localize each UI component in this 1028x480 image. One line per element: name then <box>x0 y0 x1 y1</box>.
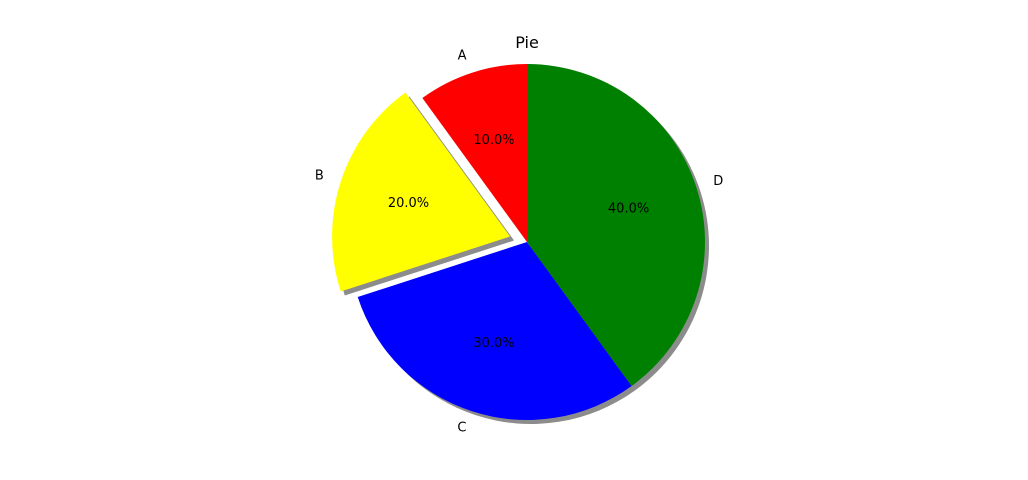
percent-label-a: 10.0% <box>473 133 514 148</box>
pie-slice-a <box>422 64 527 242</box>
category-label-b: B <box>315 168 324 183</box>
label-layer: 10.0% A 20.0% B 30.0% C 40.0% D <box>315 48 723 435</box>
pie-slice-d <box>527 64 706 387</box>
percent-label-c: 30.0% <box>473 336 514 351</box>
slice-layer <box>332 64 706 421</box>
pie-slice-c <box>357 242 632 421</box>
percent-label-b: 20.0% <box>388 196 429 211</box>
category-label-a: A <box>458 48 467 63</box>
category-label-c: C <box>457 421 466 436</box>
chart-title: Pie <box>515 33 539 52</box>
pie-slice-b <box>332 92 511 292</box>
category-label-d: D <box>713 174 723 189</box>
percent-label-d: 40.0% <box>608 201 649 216</box>
